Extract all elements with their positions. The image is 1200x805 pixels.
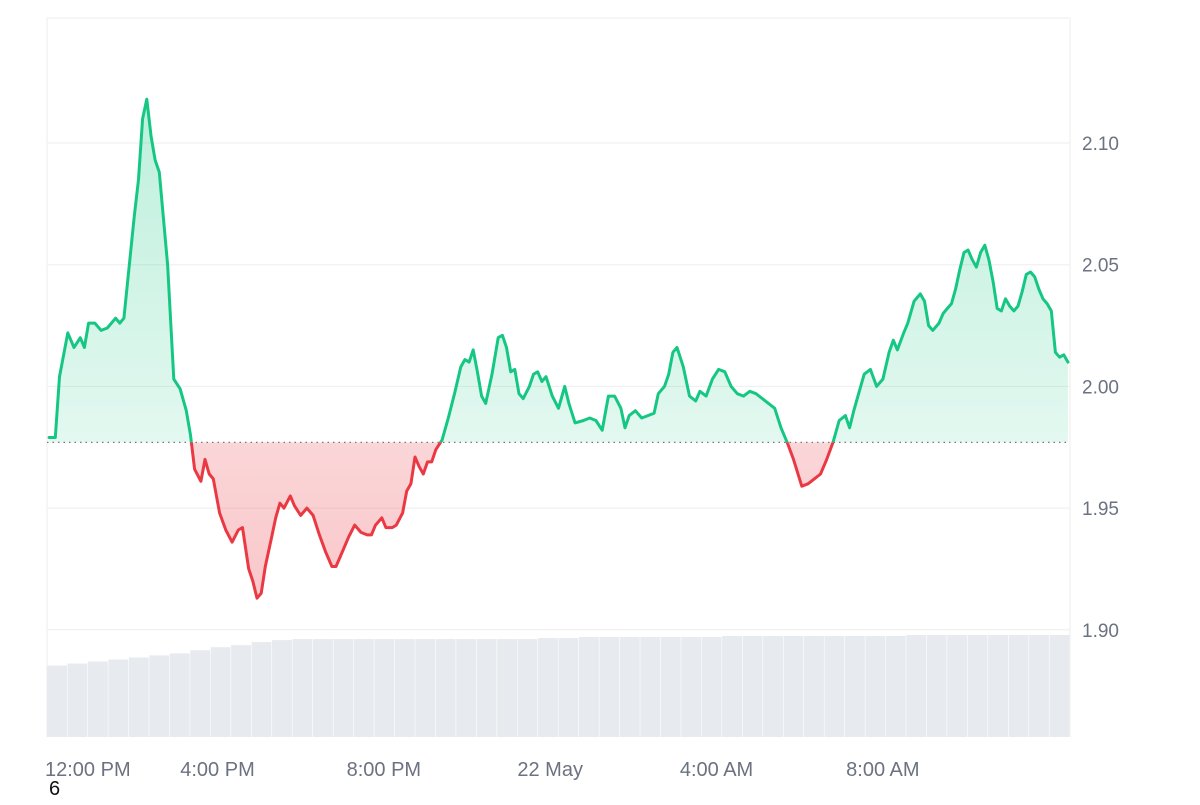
volume-bar <box>865 636 886 737</box>
volume-bar <box>374 639 395 737</box>
volume-bar <box>415 639 436 737</box>
price-line <box>47 97 1070 600</box>
volume-bar <box>128 657 149 737</box>
y-tick-label: 2.00 <box>1082 377 1119 398</box>
volume-bar <box>988 635 1009 737</box>
volume-bar <box>67 663 88 737</box>
volume-bar <box>619 637 640 737</box>
volume-bar <box>210 647 231 737</box>
y-tick-label: 2.05 <box>1082 256 1119 277</box>
volume-bar <box>231 645 251 737</box>
volume-bar <box>497 639 517 737</box>
price-line-down <box>189 442 835 600</box>
volume-bar <box>804 636 824 737</box>
volume-bar <box>87 661 108 737</box>
x-tick-label: 8:00 AM <box>846 759 919 781</box>
volume-bar <box>108 659 129 737</box>
volume-bar <box>783 636 804 737</box>
price-line-up <box>47 97 1070 443</box>
volume-bar <box>272 640 292 737</box>
x-tick-label: 4:00 AM <box>680 759 753 781</box>
volume-bar <box>435 639 456 737</box>
volume-bar <box>722 636 743 737</box>
volume-bar <box>558 638 579 737</box>
area-below-baseline <box>49 442 1068 599</box>
volume-bar <box>353 639 374 737</box>
price-area <box>49 99 1068 599</box>
volume-bar <box>456 639 477 737</box>
volume-bar <box>885 636 906 737</box>
volume-bar <box>1049 635 1070 737</box>
volume-bar <box>906 635 927 737</box>
volume-bar <box>190 650 211 737</box>
volume-bar <box>292 639 313 737</box>
footer-mark: 6 <box>49 778 61 800</box>
volume-bar <box>169 653 190 737</box>
x-tick-label: 8:00 PM <box>347 759 421 781</box>
volume-bar <box>251 642 272 737</box>
volume-bar <box>701 637 722 737</box>
axes: 2.10 2.05 2.00 1.95 1.90 12:00 PM 4:00 PM 8:00 … <box>45 134 1119 781</box>
volume-bar <box>824 636 845 737</box>
volume-bar <box>312 639 333 737</box>
volume-bar <box>476 639 497 737</box>
volume-bar <box>599 637 620 737</box>
volume-bar <box>947 635 968 737</box>
x-tick-label: 22 May <box>517 759 583 781</box>
volume-bar <box>1029 635 1049 737</box>
volume-bar <box>844 636 865 737</box>
volume-bar <box>333 639 354 737</box>
y-tick-label: 1.95 <box>1082 499 1119 520</box>
y-tick-label: 2.10 <box>1082 134 1119 155</box>
volume-bar <box>578 637 599 737</box>
volume-bar <box>149 655 170 737</box>
volume-bars <box>47 635 1070 737</box>
volume-bar <box>681 637 702 737</box>
volume-bar <box>394 639 415 737</box>
volume-bar <box>517 639 538 737</box>
x-tick-label: 4:00 PM <box>180 759 254 781</box>
y-tick-label: 1.90 <box>1082 621 1119 642</box>
volume-bar <box>47 665 67 737</box>
volume-bar <box>538 638 558 737</box>
volume-bar <box>1008 635 1029 737</box>
area-above-baseline <box>49 99 1068 443</box>
volume-bar <box>640 637 661 737</box>
x-tick-label: 12:00 PM <box>45 759 131 781</box>
volume-bar <box>926 635 947 737</box>
volume-bar <box>967 635 988 737</box>
volume-bar <box>763 636 783 737</box>
volume-bar <box>742 636 763 737</box>
volume-bar <box>660 637 681 737</box>
